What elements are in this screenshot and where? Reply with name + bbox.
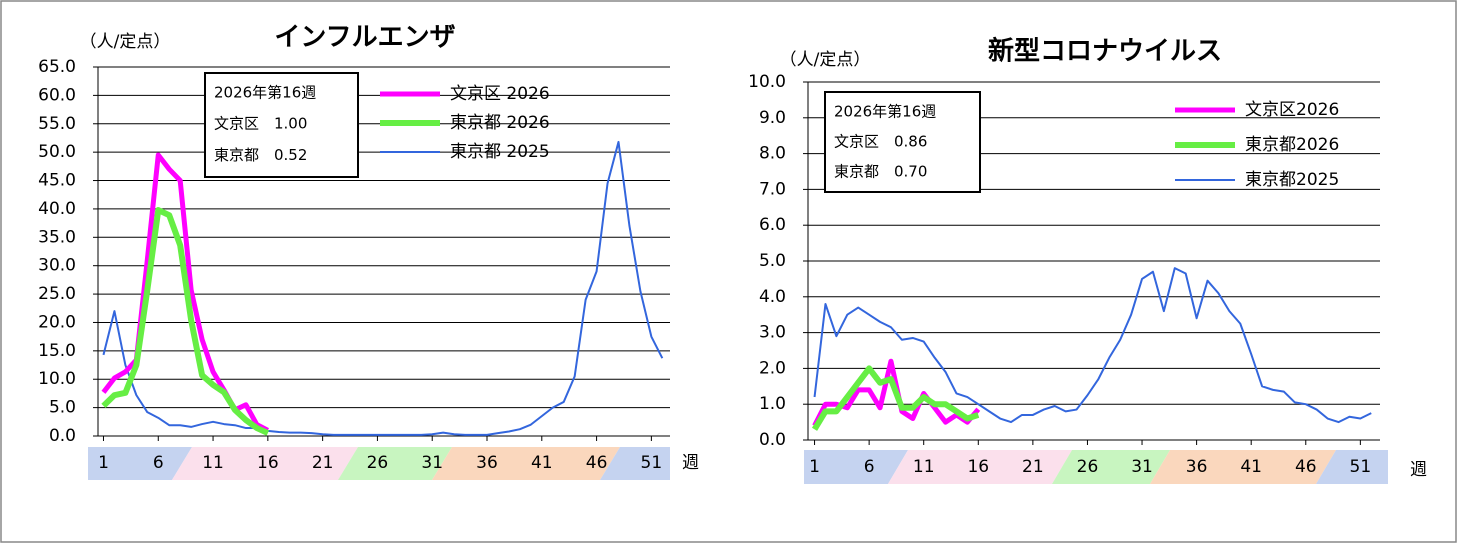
x-axis-label: 週	[1410, 460, 1427, 480]
x-tick-label: 21	[1022, 457, 1044, 477]
info-box	[204, 72, 359, 178]
y-tick-label: 0.0	[49, 426, 76, 446]
y-tick-label: 30.0	[38, 256, 76, 276]
x-tick-label: 16	[257, 453, 279, 473]
y-tick-label: 35.0	[38, 227, 76, 247]
x-tick-label: 51	[1350, 457, 1372, 477]
x-tick-label: 36	[1186, 457, 1208, 477]
info-text: 東京都 0.70	[834, 163, 927, 181]
x-tick-label: 36	[476, 453, 498, 473]
series-line	[102, 140, 664, 436]
y-tick-label: 6.0	[759, 215, 786, 235]
y-tick-label: 55.0	[38, 114, 76, 134]
legend-label: 東京都 2025	[450, 142, 550, 162]
y-tick-label: 45.0	[38, 171, 76, 191]
x-tick-label: 31	[1131, 457, 1153, 477]
series-line	[101, 152, 269, 433]
series-line	[811, 365, 980, 431]
y-tick-label: 40.0	[38, 199, 76, 219]
x-tick-label: 26	[1077, 457, 1099, 477]
y-tick-label: 25.0	[38, 284, 76, 304]
y-tick-label: 60.0	[38, 85, 76, 105]
y-tick-label: 4.0	[759, 287, 786, 307]
x-tick-label: 1	[98, 453, 109, 473]
chart-title: インフルエンザ	[274, 23, 455, 53]
legend-label: 文京区2026	[1245, 100, 1339, 120]
legend-label: 文京区 2026	[450, 84, 550, 104]
x-tick-label: 41	[1240, 457, 1262, 477]
y-tick-label: 7.0	[759, 179, 786, 199]
series-line	[813, 267, 1372, 424]
x-tick-label: 1	[809, 457, 820, 477]
y-tick-label: 50.0	[38, 142, 76, 162]
chart-title: 新型コロナウイルス	[988, 36, 1222, 67]
x-tick-label: 11	[202, 453, 224, 473]
y-tick-label: 8.0	[759, 144, 786, 164]
x-tick-label: 11	[913, 457, 935, 477]
x-tick-label: 51	[641, 453, 663, 473]
y-tick-label: 3.0	[759, 323, 786, 343]
y-tick-label: 15.0	[38, 341, 76, 361]
y-tick-label: 5.0	[759, 251, 786, 271]
info-text: 2026年第16週	[214, 84, 316, 102]
y-tick-label: 20.0	[38, 312, 76, 332]
y-tick-label: 0.0	[759, 430, 786, 450]
info-text: 2026年第16週	[834, 103, 936, 121]
y-tick-label: 10.0	[748, 72, 786, 92]
info-box	[824, 91, 981, 193]
y-tick-label: 1.0	[759, 394, 786, 414]
y-tick-label: 9.0	[759, 108, 786, 128]
info-text: 東京都 0.52	[214, 146, 307, 164]
x-tick-label: 26	[367, 453, 389, 473]
x-tick-label: 31	[421, 453, 443, 473]
y-tick-label: 10.0	[38, 369, 76, 389]
y-axis-label: （人/定点）	[80, 32, 171, 52]
y-tick-label: 65.0	[38, 57, 76, 77]
x-tick-label: 6	[864, 457, 875, 477]
x-tick-label: 46	[586, 453, 608, 473]
legend-label: 東京都2025	[1245, 170, 1339, 190]
info-text: 文京区 1.00	[214, 115, 307, 133]
x-tick-label: 41	[531, 453, 553, 473]
legend-label: 東京都2026	[1245, 135, 1339, 155]
y-tick-label: 2.0	[759, 358, 786, 378]
legend-label: 東京都 2026	[450, 113, 550, 133]
x-tick-label: 21	[312, 453, 334, 473]
x-axis-label: 週	[682, 453, 699, 473]
info-text: 文京区 0.86	[834, 133, 927, 151]
series-line	[101, 207, 270, 436]
x-tick-label: 6	[153, 453, 164, 473]
x-tick-label: 16	[967, 457, 989, 477]
x-tick-label: 46	[1295, 457, 1317, 477]
season-bands	[88, 447, 1388, 484]
y-axis-label: （人/定点）	[780, 50, 871, 70]
y-tick-label: 5.0	[49, 398, 76, 418]
